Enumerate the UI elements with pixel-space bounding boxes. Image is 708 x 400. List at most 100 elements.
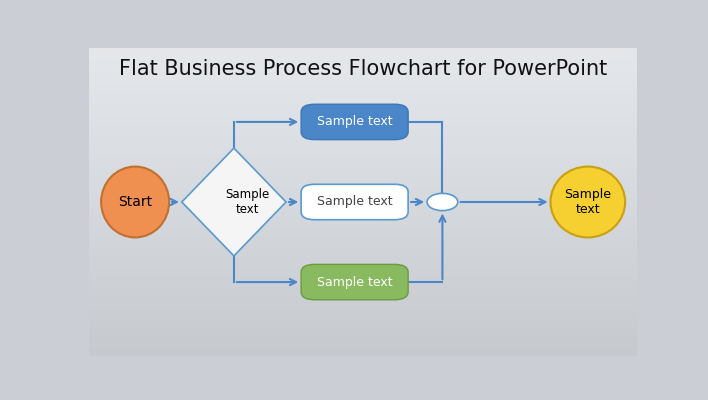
Text: Sample text: Sample text	[316, 276, 392, 288]
Bar	[88, 119, 637, 120]
Bar	[88, 72, 637, 73]
Bar	[88, 96, 637, 97]
Bar	[88, 82, 637, 83]
Bar	[88, 81, 637, 82]
Bar	[88, 286, 637, 287]
Bar	[88, 86, 637, 87]
Bar	[88, 62, 637, 64]
Bar	[88, 106, 637, 108]
Bar	[88, 176, 637, 177]
Bar	[88, 129, 637, 130]
Bar	[88, 230, 637, 231]
Bar	[88, 135, 637, 136]
Bar	[88, 68, 637, 70]
Text: Start: Start	[118, 195, 152, 209]
Bar	[88, 241, 637, 242]
Bar	[88, 255, 637, 256]
Bar	[88, 50, 637, 51]
Bar	[88, 113, 637, 114]
Bar	[88, 144, 637, 146]
Bar	[88, 136, 637, 137]
Bar	[88, 328, 637, 329]
Bar	[88, 140, 637, 142]
Bar	[88, 91, 637, 92]
Bar	[88, 224, 637, 226]
Bar	[88, 172, 637, 173]
Bar	[88, 214, 637, 215]
Bar	[88, 123, 637, 124]
Bar	[88, 260, 637, 262]
Bar	[88, 132, 637, 133]
Bar	[88, 97, 637, 98]
Bar	[88, 355, 637, 356]
Bar	[88, 196, 637, 197]
Bar	[88, 354, 637, 355]
Bar	[88, 149, 637, 150]
Bar	[88, 78, 637, 79]
Circle shape	[427, 193, 458, 211]
Bar	[88, 200, 637, 201]
Bar	[88, 306, 637, 307]
Bar	[88, 57, 637, 58]
Bar	[88, 344, 637, 345]
Bar	[88, 273, 637, 274]
Bar	[88, 350, 637, 351]
Bar	[88, 193, 637, 194]
Bar	[88, 61, 637, 62]
Bar	[88, 210, 637, 211]
Bar	[88, 236, 637, 237]
Bar	[88, 288, 637, 289]
Bar	[88, 300, 637, 302]
Bar	[88, 329, 637, 330]
Bar	[88, 51, 637, 52]
Bar	[88, 252, 637, 253]
Bar	[88, 311, 637, 312]
Bar	[88, 226, 637, 227]
Bar	[88, 56, 637, 57]
Bar	[88, 66, 637, 68]
Bar	[88, 324, 637, 325]
Bar	[88, 222, 637, 224]
Bar	[88, 246, 637, 247]
Bar	[88, 128, 637, 129]
Bar	[88, 212, 637, 213]
Bar	[88, 347, 637, 348]
Bar	[88, 264, 637, 265]
Bar	[88, 293, 637, 294]
Text: Sample
text: Sample text	[225, 188, 270, 216]
Bar	[88, 268, 637, 269]
Bar	[88, 84, 637, 85]
Bar	[88, 146, 637, 148]
Bar	[88, 346, 637, 347]
Bar	[88, 271, 637, 272]
Bar	[88, 94, 637, 95]
Bar	[88, 194, 637, 195]
Bar	[88, 162, 637, 163]
Bar	[88, 203, 637, 204]
Bar	[88, 130, 637, 131]
Bar	[88, 124, 637, 125]
Bar	[88, 340, 637, 342]
Bar	[88, 73, 637, 74]
Bar	[88, 330, 637, 331]
Bar	[88, 243, 637, 244]
Bar	[88, 54, 637, 55]
Bar	[88, 150, 637, 151]
Bar	[88, 188, 637, 189]
Bar	[88, 202, 637, 203]
Bar	[88, 282, 637, 283]
Bar	[88, 251, 637, 252]
Bar	[88, 303, 637, 304]
Bar	[88, 249, 637, 250]
Bar	[88, 85, 637, 86]
Bar	[88, 199, 637, 200]
Bar	[88, 240, 637, 241]
Bar	[88, 276, 637, 277]
Bar	[88, 175, 637, 176]
Bar	[88, 74, 637, 75]
Bar	[88, 298, 637, 300]
Bar	[88, 215, 637, 216]
Bar	[88, 148, 637, 149]
Bar	[88, 336, 637, 338]
Bar	[88, 207, 637, 208]
